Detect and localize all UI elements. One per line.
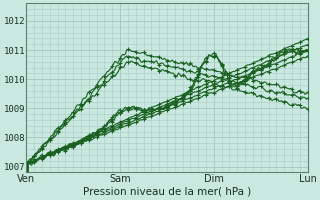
X-axis label: Pression niveau de la mer( hPa ): Pression niveau de la mer( hPa ) xyxy=(83,187,251,197)
